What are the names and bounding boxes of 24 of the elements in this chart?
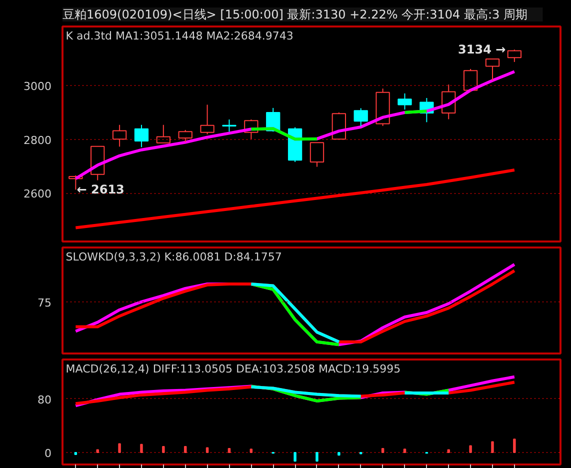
y-tick-label: 80	[38, 393, 52, 406]
candlestick	[463, 68, 478, 92]
text: 75	[38, 296, 52, 310]
candlestick	[507, 49, 522, 62]
candlestick	[354, 108, 368, 127]
candlestick	[200, 104, 214, 135]
candlestick	[244, 118, 258, 140]
candlestick	[398, 92, 412, 110]
line-series	[74, 168, 516, 230]
annotation: 3134 →	[458, 42, 506, 57]
chart-title: MACD(26,12,4) DIFF:113.0505 DEA:103.2508 MACD:19.5995	[66, 362, 401, 376]
y-tick-label: 2600	[24, 188, 52, 201]
chart-title: 豆粕1609(020109)<日线> [15:00:00] 最新:3130 +2.22% 今开:3104 最高:3 周期	[62, 8, 528, 22]
chart-subtitle: K ad.3td MA1:3051.1448 MA2:2684.9743	[66, 30, 294, 42]
candlestick	[178, 129, 192, 143]
candlestick	[222, 118, 236, 132]
candlestick	[442, 84, 456, 120]
y-tick-label: 3000	[24, 80, 52, 94]
candlestick	[134, 124, 149, 148]
annotation: ← 2613	[76, 182, 124, 197]
candlestick	[112, 124, 127, 148]
y-tick-label: 2800	[24, 134, 52, 147]
y-tick-label: 0	[44, 446, 52, 460]
chart-title: SLOWKD(9,3,3,2) K:86.0081 D:84.1757	[66, 250, 282, 264]
